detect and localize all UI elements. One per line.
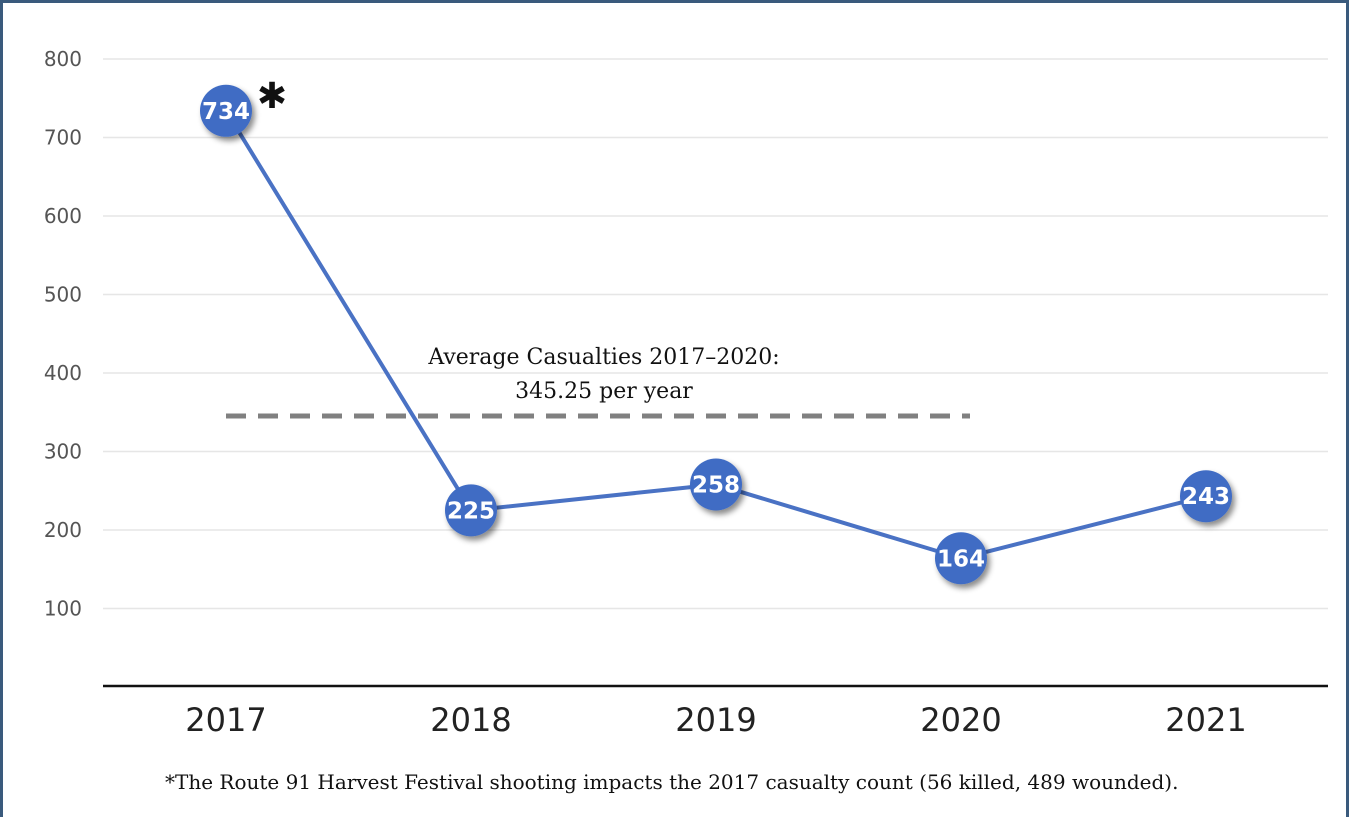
grid-lines [103,58,1328,610]
data-label: 225 [447,498,495,524]
y-axis-ticks: 100 200 300 400 500 600 700 800 [44,47,82,621]
y-tick-label: 600 [44,204,82,228]
data-label: 243 [1182,484,1230,510]
x-axis-ticks: 2017 2018 2019 2020 2021 [185,701,1246,739]
y-tick-label: 500 [44,283,82,307]
x-tick-label: 2019 [675,701,756,739]
data-points: 734 225 258 164 243 [200,84,1232,585]
data-label: 164 [937,546,985,572]
average-annotation-line1: Average Casualties 2017–2020: [427,345,779,370]
data-point-marker [935,532,987,585]
x-tick-label: 2017 [185,701,266,739]
y-tick-label: 200 [44,518,82,542]
y-tick-label: 800 [44,47,82,71]
data-point-marker [445,484,497,537]
x-tick-label: 2018 [430,701,511,739]
data-label: 258 [692,472,740,498]
y-tick-label: 700 [44,126,82,150]
data-point-marker [200,84,252,137]
data-point-marker [690,458,742,511]
y-tick-label: 300 [44,440,82,464]
data-point-marker [1180,470,1232,523]
asterisk-marker: ✱ [257,76,287,117]
data-label: 734 [202,99,250,125]
x-tick-label: 2020 [920,701,1001,739]
x-tick-label: 2021 [1165,701,1246,739]
footnote: *The Route 91 Harvest Festival shooting … [165,770,1179,794]
y-tick-label: 100 [44,597,82,621]
y-tick-label: 400 [44,361,82,385]
average-annotation-line2: 345.25 per year [515,379,693,404]
